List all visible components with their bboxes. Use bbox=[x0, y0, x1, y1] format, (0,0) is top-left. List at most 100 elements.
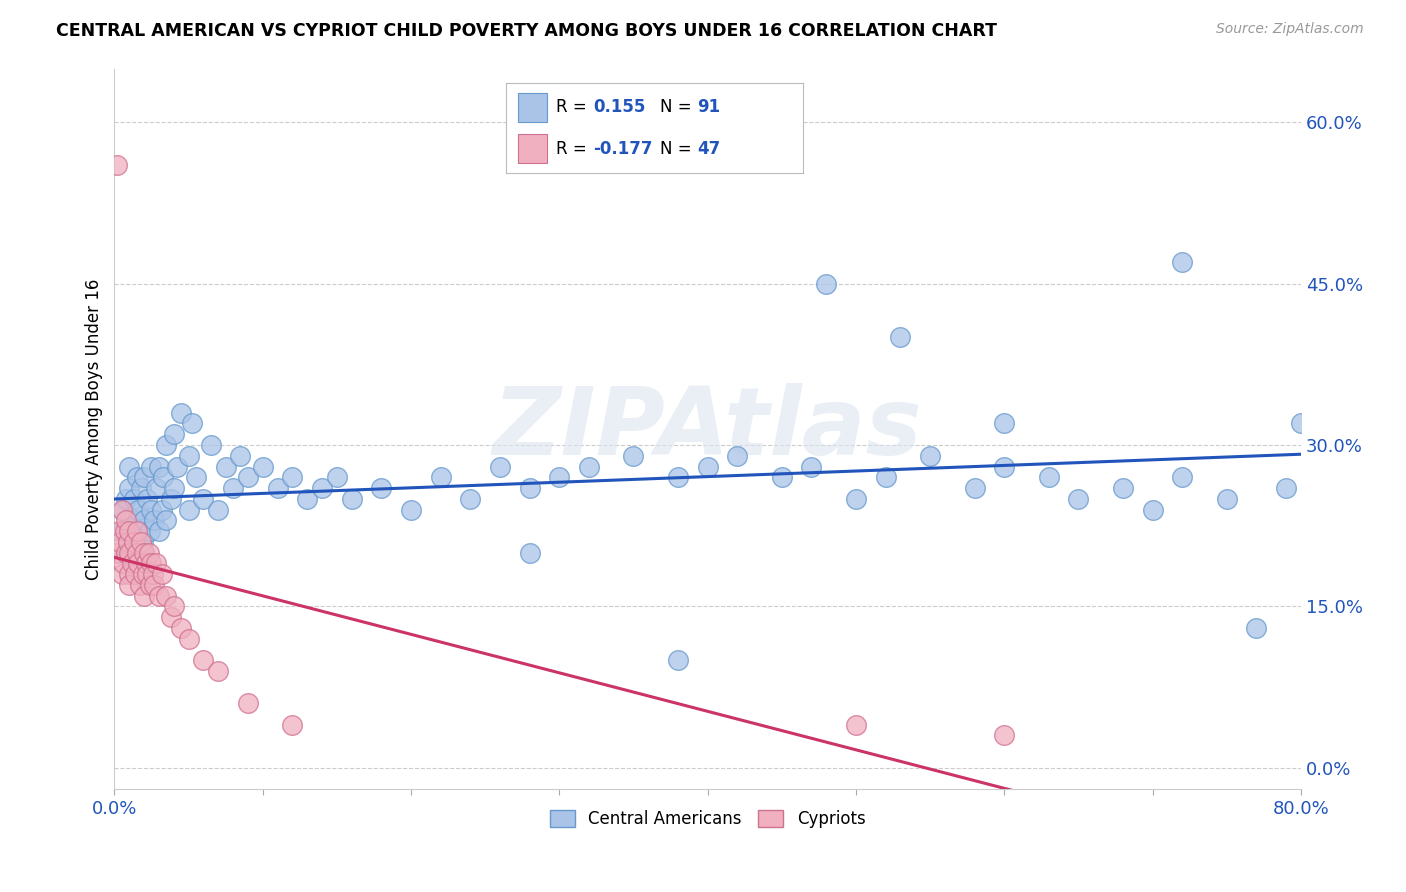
Point bbox=[125, 470, 148, 484]
Point bbox=[117, 534, 139, 549]
Text: CENTRAL AMERICAN VS CYPRIOT CHILD POVERTY AMONG BOYS UNDER 16 CORRELATION CHART: CENTRAL AMERICAN VS CYPRIOT CHILD POVERT… bbox=[56, 22, 997, 40]
Point bbox=[193, 653, 215, 667]
Point bbox=[118, 545, 141, 559]
Point bbox=[131, 567, 153, 582]
Point bbox=[118, 578, 141, 592]
Point bbox=[128, 578, 150, 592]
Text: Source: ZipAtlas.com: Source: ZipAtlas.com bbox=[1216, 22, 1364, 37]
Point bbox=[170, 406, 193, 420]
Point bbox=[132, 545, 155, 559]
Point bbox=[696, 459, 718, 474]
Point bbox=[112, 557, 135, 571]
Point bbox=[132, 545, 155, 559]
Text: ZIPAtlas: ZIPAtlas bbox=[492, 383, 922, 475]
Point bbox=[193, 491, 215, 506]
Point bbox=[105, 545, 128, 559]
Point bbox=[222, 481, 245, 495]
Point bbox=[1067, 491, 1090, 506]
Point bbox=[132, 513, 155, 527]
Point bbox=[399, 502, 422, 516]
Point bbox=[139, 524, 162, 538]
Point bbox=[993, 459, 1015, 474]
Point bbox=[148, 459, 170, 474]
Point bbox=[118, 545, 141, 559]
Point bbox=[845, 491, 868, 506]
Point bbox=[963, 481, 986, 495]
Point bbox=[252, 459, 274, 474]
Point bbox=[340, 491, 363, 506]
Point bbox=[163, 481, 186, 495]
Point bbox=[281, 470, 304, 484]
Point bbox=[155, 513, 177, 527]
Point bbox=[132, 589, 155, 603]
Point bbox=[115, 491, 138, 506]
Point bbox=[1142, 502, 1164, 516]
Point bbox=[118, 524, 141, 538]
Point bbox=[135, 557, 157, 571]
Point bbox=[519, 545, 541, 559]
Point bbox=[177, 632, 200, 646]
Point bbox=[170, 621, 193, 635]
Point bbox=[141, 557, 163, 571]
Point bbox=[152, 470, 174, 484]
Point bbox=[148, 524, 170, 538]
Point bbox=[114, 524, 136, 538]
Point bbox=[108, 524, 131, 538]
Point bbox=[163, 427, 186, 442]
Point bbox=[770, 470, 793, 484]
Point bbox=[845, 717, 868, 731]
Point bbox=[155, 589, 177, 603]
Point bbox=[177, 449, 200, 463]
Point bbox=[150, 502, 173, 516]
Point bbox=[129, 534, 152, 549]
Point bbox=[177, 502, 200, 516]
Point bbox=[166, 459, 188, 474]
Point bbox=[920, 449, 942, 463]
Point bbox=[993, 417, 1015, 431]
Point bbox=[180, 417, 202, 431]
Point bbox=[110, 534, 132, 549]
Point bbox=[141, 502, 163, 516]
Point bbox=[155, 438, 177, 452]
Point bbox=[184, 470, 207, 484]
Point bbox=[125, 545, 148, 559]
Point bbox=[112, 502, 135, 516]
Point bbox=[519, 481, 541, 495]
Point bbox=[150, 567, 173, 582]
Point bbox=[136, 567, 159, 582]
Point bbox=[105, 158, 128, 172]
Point bbox=[578, 459, 600, 474]
Point bbox=[429, 470, 451, 484]
Point bbox=[489, 459, 512, 474]
Point bbox=[370, 481, 392, 495]
Point bbox=[138, 545, 160, 559]
Point bbox=[124, 567, 146, 582]
Y-axis label: Child Poverty Among Boys Under 16: Child Poverty Among Boys Under 16 bbox=[86, 278, 103, 580]
Point bbox=[143, 513, 166, 527]
Point bbox=[159, 610, 181, 624]
Point bbox=[200, 438, 222, 452]
Point bbox=[297, 491, 319, 506]
Point bbox=[132, 470, 155, 484]
Point bbox=[207, 502, 229, 516]
Point bbox=[142, 567, 165, 582]
Point bbox=[145, 557, 167, 571]
Point bbox=[1246, 621, 1268, 635]
Point bbox=[115, 513, 138, 527]
Point bbox=[129, 481, 152, 495]
Point bbox=[1038, 470, 1060, 484]
Point bbox=[875, 470, 897, 484]
Point bbox=[118, 513, 141, 527]
Point bbox=[145, 481, 167, 495]
Point bbox=[136, 491, 159, 506]
Point bbox=[127, 502, 149, 516]
Point bbox=[281, 717, 304, 731]
Point bbox=[214, 459, 236, 474]
Point bbox=[548, 470, 571, 484]
Point bbox=[121, 524, 143, 538]
Point bbox=[117, 534, 139, 549]
Point bbox=[1171, 470, 1194, 484]
Point bbox=[148, 589, 170, 603]
Point bbox=[114, 545, 136, 559]
Point bbox=[125, 513, 148, 527]
